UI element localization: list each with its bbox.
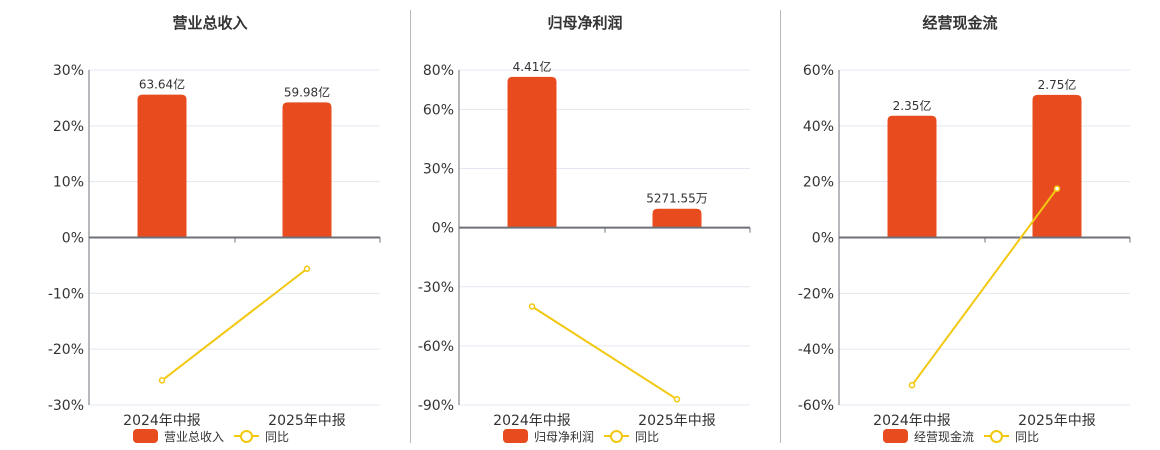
bar (137, 94, 187, 238)
bar-legend-label[interactable]: 经营现金流 (914, 429, 975, 444)
bar-value-label: 4.41亿 (513, 59, 552, 74)
bar-value-label: 63.64亿 (139, 77, 185, 92)
bar-legend-swatch[interactable] (883, 429, 908, 443)
line-legend-label[interactable]: 同比 (1015, 429, 1040, 444)
bar-value-label: 59.98亿 (284, 84, 330, 99)
bar-value-label: 5271.55万 (646, 192, 708, 206)
chart-plot: 80% 60% 30% 0% -30% -60% -90% 4.41亿 5271.55万 2024… (418, 59, 751, 429)
chart-plot: 30% 20% 10% 0% -10% -20% -30% 63.64亿 59.98亿 2024年… (48, 63, 381, 429)
chart-legend: 归母净利润 同比 (503, 428, 659, 444)
y-tick-label: -40% (798, 342, 834, 358)
bar-legend-label[interactable]: 营业总收入 (164, 429, 225, 444)
line-legend-label[interactable]: 同比 (635, 429, 660, 444)
line-legend-label[interactable]: 同比 (265, 429, 290, 444)
bar-group: 59.98亿 (282, 84, 332, 238)
x-category-label: 2024年中报 (873, 413, 951, 429)
y-tick-label: -20% (798, 286, 834, 302)
y-tick-label: -10% (48, 286, 84, 302)
x-category-label: 2024年中报 (493, 413, 571, 429)
yoy-marker (908, 381, 916, 389)
y-tick-label: 20% (803, 175, 834, 191)
y-tick-label: 80% (423, 63, 454, 79)
bar (1032, 94, 1082, 238)
chart-title: 经营现金流 (922, 14, 998, 32)
chart-title: 营业总收入 (172, 14, 248, 32)
y-tick-label: 0% (62, 231, 84, 247)
y-tick-label: 0% (812, 231, 834, 247)
line-legend-icon[interactable] (234, 429, 260, 443)
yoy-marker (1053, 185, 1061, 192)
y-tick-label: -30% (418, 280, 454, 296)
yoy-marker (528, 303, 536, 310)
y-tick-label: -30% (48, 398, 84, 414)
yoy-marker (673, 396, 681, 403)
chart-title: 归母净利润 (547, 14, 623, 32)
panel-divider (780, 10, 781, 443)
bar (887, 115, 937, 238)
y-tick-label: -60% (418, 339, 454, 355)
bar-legend-label[interactable]: 归母净利润 (534, 429, 595, 444)
y-tick-label: 60% (803, 63, 834, 79)
y-tick-label: -60% (798, 398, 834, 414)
yoy-line (161, 267, 308, 382)
bar-group: 63.64亿 (137, 77, 187, 238)
x-category-label: 2025年中报 (268, 413, 346, 429)
bar-group: 2.75亿 (1032, 77, 1082, 238)
y-tick-label: 60% (423, 102, 454, 118)
x-category-label: 2025年中报 (1018, 413, 1096, 429)
y-tick-label: 10% (53, 175, 84, 191)
bar-group: 4.41亿 (507, 59, 557, 228)
y-tick-label: 30% (53, 63, 84, 79)
y-tick-label: 30% (423, 162, 454, 178)
bar-group: 2.35亿 (887, 98, 937, 238)
panel-divider (410, 10, 411, 443)
y-tick-label: 40% (803, 119, 834, 135)
chart-legend: 经营现金流 同比 (883, 428, 1039, 444)
bar-legend-swatch[interactable] (503, 429, 528, 443)
chart-panel-net-profit: 归母净利润 80% 60% 30% 0% -30% -60% -90% 4.41亿 5271.5… (418, 14, 751, 444)
chart-panel-revenue: 营业总收入 30% 20% 10% 0% -10% -20% -30% 63.64亿 59.98… (0, 0, 410, 450)
yoy-line (531, 305, 678, 401)
y-tick-label: 0% (432, 221, 454, 237)
yoy-marker (303, 265, 311, 273)
bar-group: 5271.55万 (646, 192, 708, 228)
y-tick-label: -20% (48, 342, 84, 358)
yoy-marker (158, 377, 166, 384)
y-tick-label: -90% (418, 398, 454, 414)
bar (507, 76, 557, 228)
x-category-label: 2025年中报 (638, 413, 716, 429)
bar (282, 102, 332, 238)
x-category-label: 2024年中报 (123, 413, 201, 429)
y-tick-label: 20% (53, 119, 84, 135)
bar (652, 208, 702, 228)
bar-value-label: 2.35亿 (893, 98, 932, 113)
bar-value-label: 2.75亿 (1038, 77, 1077, 92)
line-legend-icon[interactable] (604, 429, 630, 443)
bar-legend-swatch[interactable] (133, 429, 158, 443)
line-legend-icon[interactable] (984, 429, 1010, 443)
yoy-line (911, 188, 1058, 386)
chart-legend: 营业总收入 同比 (133, 428, 289, 444)
